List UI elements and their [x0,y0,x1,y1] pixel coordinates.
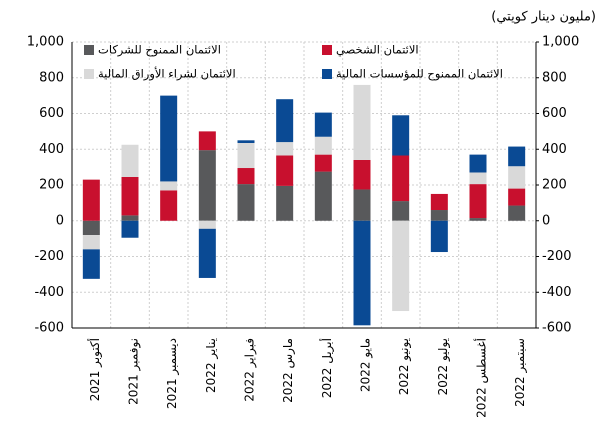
bar-segment [237,184,255,221]
x-tick-label: سبتمبر 2022 [513,338,528,407]
bar-segment [276,155,294,186]
y2-tick-label: -600 [542,321,572,336]
bar-segment [121,220,139,238]
bar-segment [469,218,487,221]
x-tick-label: نوفمبر 2021 [127,338,142,405]
unit-label: (مليون دينار كويتي) [491,10,596,25]
bar-segment [430,193,448,211]
bar-segment [392,115,410,156]
bar-segment [276,99,294,143]
bar-segment [237,142,255,169]
bar-segment [121,144,139,177]
bar-segment [314,171,332,221]
y2-tick-label: 200 [542,178,567,193]
bar-segment [392,201,410,221]
bar-segment [353,159,371,190]
legend-swatch [322,45,332,55]
y-tick-label: 400 [39,142,64,157]
y-tick-label: 800 [39,70,64,85]
y-tick-label: -200 [34,249,64,264]
y-tick-label: -600 [34,321,64,336]
legend-swatch [84,45,94,55]
x-tick-label: مارس 2022 [281,338,296,403]
bar-segment [198,228,216,278]
y2-tick-label: 0 [542,213,550,228]
bar-segment [198,220,216,229]
y-tick-label: -400 [34,285,64,300]
bar-segment [314,112,332,137]
bar-segment [469,184,487,219]
y-tick-label: 200 [39,178,64,193]
bar-segment [392,155,410,202]
x-tick-label: أغسطس 2022 [474,338,490,418]
y-tick-label: 600 [39,106,64,121]
bar-segment [237,140,255,143]
bar-segment [508,205,526,221]
y-tick-label: 0 [56,213,64,228]
bar-segment [508,188,526,206]
y2-tick-label: 1,000 [542,35,579,50]
bar-segment [121,176,139,216]
bar-segment [276,185,294,221]
bar-segment [353,84,371,160]
bar-segment [237,168,255,185]
bar-segment [469,172,487,185]
y2-tick-label: -400 [542,285,572,300]
x-tick-label: ديسمبر 2021 [165,338,180,409]
x-tick-label: فبراير 2022 [243,338,258,402]
legend-label: الائتمان الممنوح للشركات [98,43,221,58]
bar-segment [430,220,448,253]
legend-label: الائتمان الممنوح للمؤسسات المالية [336,67,503,82]
y2-tick-label: 600 [542,106,567,121]
bar-segment [392,220,410,312]
bar-segment [160,181,178,191]
legend-swatch [84,69,94,79]
bar-segment [82,220,100,236]
bar-segment [160,190,178,221]
bar-segment [430,210,448,221]
bar-segment [121,215,139,221]
bar-segment [314,136,332,155]
y2-tick-label: -200 [542,249,572,264]
legend-label: الائتمان الشخصي [336,43,419,57]
y2-tick-label: 400 [542,142,567,157]
bar-segment [508,166,526,189]
bar-segment [198,131,216,151]
x-tick-label: أبريل 2022 [319,338,335,398]
legend-swatch [322,69,332,79]
legend-label: الائتمان لشراء الأوراق المالية [98,67,236,82]
bar-segment [469,154,487,173]
x-tick-label: يوليو 2022 [436,338,451,395]
x-tick-label: أكتوبر 2021 [87,338,103,401]
x-tick-label: يونيو 2022 [397,338,412,395]
bar-segment [508,146,526,167]
bar-segment [82,179,100,221]
bar-segment [276,142,294,156]
bar-segment [198,150,216,221]
bar-segment [82,249,100,279]
bar-segment [353,189,371,221]
y2-tick-label: 800 [542,70,567,85]
x-tick-label: يناير 2022 [204,338,219,393]
bar-segment [353,220,371,326]
bar-segment [314,154,332,172]
bar-segment [82,235,100,250]
bar-segment [160,95,178,182]
x-tick-label: مايو 2022 [359,338,374,392]
y-tick-label: 1,000 [27,35,64,50]
